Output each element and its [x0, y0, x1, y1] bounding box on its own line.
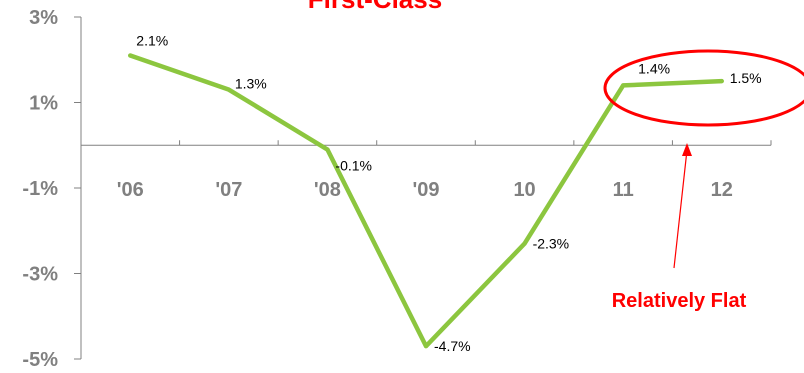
data-labels: 2.1% 1.3% -0.1% -4.7% -2.3% 1.4% 1.5%: [136, 32, 761, 354]
data-label: -4.7%: [434, 338, 471, 354]
data-label: -0.1%: [335, 158, 372, 174]
chart-title: First-Class: [308, 0, 442, 14]
annotation-arrow-line: [673, 149, 688, 269]
data-label: 1.3%: [235, 76, 267, 92]
data-label: 1.5%: [730, 70, 762, 86]
x-tick-label: '07: [215, 179, 242, 201]
data-point: [128, 53, 133, 58]
data-point: [325, 147, 330, 152]
data-label: -2.3%: [533, 236, 570, 252]
x-tick-label: '08: [314, 179, 341, 201]
annotation-arrowhead: [682, 143, 692, 156]
y-tick-label: -5%: [22, 349, 58, 371]
data-point: [621, 83, 626, 88]
y-tick-label: 3%: [29, 7, 58, 29]
x-tick-label: 10: [513, 179, 535, 201]
x-tick-label: 11: [613, 179, 634, 201]
y-tick-label: -1%: [22, 178, 58, 200]
highlight-ellipse: [603, 49, 804, 127]
x-tick-label: '06: [117, 179, 144, 201]
x-tick-label: 12: [711, 179, 733, 201]
data-point: [226, 87, 231, 92]
x-axis: '06 '07 '08 '09 10 11 12: [80, 140, 772, 201]
x-tick-label: '09: [412, 179, 439, 201]
data-point: [424, 344, 428, 349]
data-label: 1.4%: [638, 60, 670, 76]
y-tick-label: -3%: [22, 264, 58, 286]
y-axis: 3% 1% -1% -3% -5%: [22, 7, 82, 371]
data-label: 2.1%: [136, 32, 168, 48]
annotation-group: Relatively Flat: [603, 49, 804, 312]
data-point: [522, 241, 527, 246]
series-line-group: [128, 53, 724, 349]
annotation-text: Relatively Flat: [612, 290, 747, 312]
data-point: [719, 79, 724, 84]
y-tick-label: 1%: [29, 93, 58, 115]
